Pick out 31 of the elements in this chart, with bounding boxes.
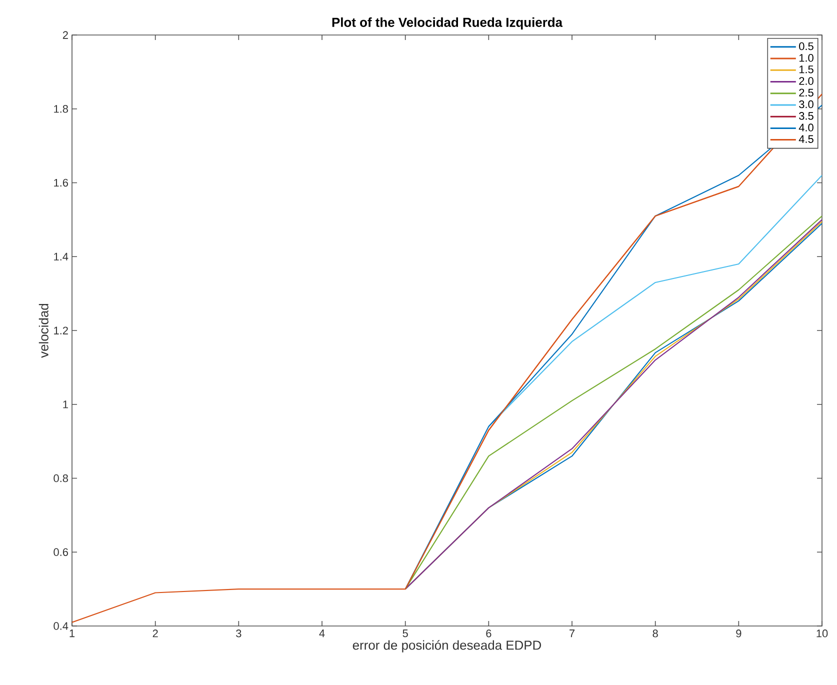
chart-title: Plot of the Velocidad Rueda Izquierda bbox=[332, 17, 563, 30]
legend-label: 2.5 bbox=[799, 88, 814, 97]
y-tick-label: 1.8 bbox=[54, 105, 68, 113]
legend-label: 3.0 bbox=[799, 100, 814, 108]
x-tick-label: 2 bbox=[152, 630, 158, 638]
x-tick-label: 5 bbox=[402, 630, 408, 638]
y-tick-label: 0.6 bbox=[54, 548, 68, 556]
x-tick-label: 4 bbox=[319, 630, 325, 638]
y-tick-label: 2 bbox=[62, 31, 68, 39]
y-tick-label: 1.2 bbox=[54, 326, 68, 334]
x-tick-label: 6 bbox=[486, 630, 492, 638]
legend-label: 2.0 bbox=[799, 77, 814, 85]
legend-label: 1.5 bbox=[799, 66, 814, 74]
x-tick-label: 10 bbox=[816, 630, 828, 638]
legend-label: 1.0 bbox=[799, 54, 814, 62]
legend-label: 4.0 bbox=[798, 124, 814, 132]
x-tick-label: 3 bbox=[236, 630, 242, 638]
y-tick-label: 1 bbox=[63, 400, 68, 408]
y-tick-label: 1.6 bbox=[54, 178, 68, 187]
y-axis-title: velocidad bbox=[38, 304, 48, 358]
x-tick-label: 7 bbox=[570, 630, 575, 638]
legend-label: 0.5 bbox=[799, 42, 814, 50]
x-axis-title: error de posición deseada EDPD bbox=[352, 640, 542, 652]
y-tick-label: 0.8 bbox=[54, 474, 68, 482]
x-tick-label: 1 bbox=[70, 630, 75, 638]
x-tick-label: 8 bbox=[652, 630, 658, 638]
x-tick-label: 9 bbox=[736, 630, 742, 638]
legend-label: 3.5 bbox=[799, 112, 814, 120]
y-tick-label: 0.4 bbox=[54, 622, 68, 630]
legend-label: 4.5 bbox=[798, 135, 814, 143]
y-tick-label: 1.4 bbox=[54, 252, 68, 260]
